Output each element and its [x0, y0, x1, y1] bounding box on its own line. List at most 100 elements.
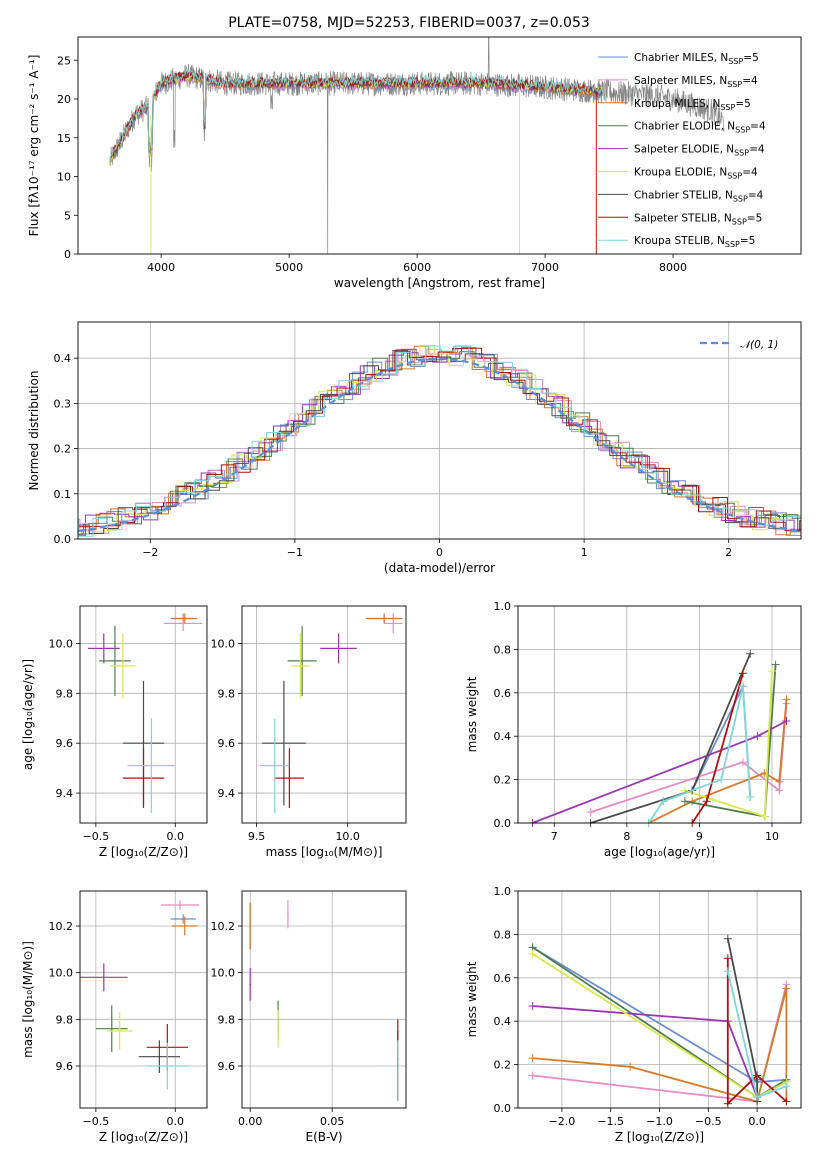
axes-residual-hist: −2 −1 0 1 2 0.0 0.1 0.2 0.3 0.4 (data-model)/error…	[27, 321, 802, 575]
axes-weight-vs-age: 7 8 9 10 0.0 0.2 0.4 0.6 0.8 1.0 age [log₁₀(age/yr…	[465, 600, 802, 859]
tick-label-y: 0.0	[54, 533, 72, 546]
weight-line-7	[726, 958, 787, 1106]
tick-label-y: 10.0	[49, 637, 74, 650]
tick-label-y: 5	[64, 209, 71, 222]
tick-label-x: 8000	[659, 261, 687, 274]
tick-label-y: 25	[57, 54, 71, 67]
tick-label-y: 1.0	[494, 885, 512, 898]
tick-label-x: 9.5	[248, 830, 266, 843]
axes-frame	[79, 605, 208, 824]
x-axis-label: (data-model)/error	[384, 561, 495, 575]
y-axis-label: Flux [fλ10⁻¹⁷ erg cm⁻² s⁻¹ A⁻¹]	[27, 55, 41, 237]
plot-area	[528, 934, 791, 1108]
tick-label-y: 0.8	[494, 643, 512, 656]
tick-label-x: −0.5	[83, 1115, 110, 1128]
model-spectrum-2	[109, 71, 597, 254]
tick-label-y: 0.4	[494, 730, 512, 743]
weight-line-1	[590, 703, 788, 813]
legend-entry: 𝒩(0, 1)	[740, 339, 778, 351]
legend-entry: Salpeter MILES, NSSP=4	[634, 75, 758, 89]
tick-label-y: 10.2	[49, 920, 74, 933]
axes-mass-vs-EBV: 0.00 0.05 9.6 9.8 10.0 10.2 E(B-V)	[211, 890, 407, 1144]
tick-label-x: −2.0	[549, 1115, 576, 1128]
tick-label-y: 10	[57, 171, 71, 184]
tick-label-y: 0.3	[54, 397, 72, 410]
legend: Chabrier MILES, NSSP=5 Salpeter MILES, NS…	[598, 52, 766, 249]
axes-age-vs-mass: 9.5 10.0 9.4 9.6 9.8 10.0 mass [log₁₀(M/M⊙)]	[211, 605, 407, 859]
legend-entry: Chabrier ELODIE, NSSP=4	[634, 121, 766, 135]
tick-label-y: 9.8	[218, 687, 236, 700]
legend-entry: Salpeter ELODIE, NSSP=4	[634, 144, 765, 158]
tick-label-x: 0	[436, 546, 443, 559]
gridlines	[242, 891, 406, 1108]
tick-label-x: 0.0	[167, 830, 185, 843]
x-axis-label: Z [log₁₀(Z/Z⊙)]	[99, 845, 188, 859]
tick-label-x: 5000	[275, 261, 303, 274]
plot-area	[87, 613, 203, 814]
tick-label-x: −1.5	[597, 1115, 624, 1128]
tick-label-y: 0.2	[494, 1059, 512, 1072]
tick-label-x: −0.5	[695, 1115, 722, 1128]
y-axis-label: mass [log₁₀(M/M⊙)]	[21, 941, 35, 1058]
tick-label-y: 10.0	[211, 967, 236, 980]
spectrum-lines	[109, 37, 725, 254]
plot-area	[80, 900, 200, 1090]
plot-area	[249, 900, 399, 1101]
legend-entry: Chabrier MILES, NSSP=5	[634, 52, 759, 66]
gridlines	[242, 606, 406, 823]
tick-label-y: 0.0	[494, 817, 512, 830]
chart-title: PLATE=0758, MJD=52253, FIBERID=0037, z=0…	[228, 15, 590, 31]
model-spectrum-8	[109, 67, 603, 163]
axes-frame	[241, 605, 407, 824]
legend-entry: Kroupa ELODIE, NSSP=4	[634, 167, 758, 181]
tick-label-y: 9.6	[56, 737, 74, 750]
tick-label-x: −0.5	[83, 830, 110, 843]
tick-label-y: 9.4	[56, 787, 74, 800]
x-axis-label: wavelength [Angstrom, rest frame]	[334, 276, 545, 290]
tick-label-y: 0.6	[494, 687, 512, 700]
tick-label-x: 0.00	[238, 1115, 263, 1128]
axes-mass-vs-Z: −0.5 0.0 9.6 9.8 10.0 10.2 Z [log₁₀(Z/Z⊙)] mass…	[21, 890, 208, 1144]
weight-line-6	[590, 653, 752, 824]
axes-spectrum: 4000 5000 6000 7000 8000 0 5 10 15 20 25 wavelength…	[27, 15, 802, 290]
tick-label-x: 6000	[403, 261, 431, 274]
tick-label-y: 9.8	[56, 687, 74, 700]
tick-label-y: 0.1	[54, 488, 72, 501]
model-spectrum-7	[109, 71, 597, 254]
x-axis-label: Z [log₁₀(Z/Z⊙)]	[99, 1130, 188, 1144]
tick-label-y: 0.4	[494, 1015, 512, 1028]
tick-label-y: 9.6	[218, 1060, 236, 1073]
histogram-5	[78, 345, 801, 533]
tick-label-y: 10.0	[211, 637, 236, 650]
tick-label-x: 1	[581, 546, 588, 559]
histogram-6	[78, 349, 801, 534]
tick-label-x: 9	[696, 830, 703, 843]
tick-label-x: 2	[725, 546, 732, 559]
legend-entry: Chabrier STELIB, NSSP=4	[634, 189, 764, 203]
tick-label-x: 8	[623, 830, 630, 843]
tick-label-x: 0.05	[320, 1115, 345, 1128]
tick-label-y: 0.4	[54, 352, 72, 365]
axes-frame	[517, 890, 802, 1109]
axes-frame	[79, 890, 208, 1109]
histogram-8	[78, 345, 801, 537]
x-axis-label: age [log₁₀(age/yr)]	[604, 845, 715, 859]
tick-label-y: 20	[57, 93, 71, 106]
tick-label-y: 0.8	[494, 928, 512, 941]
y-axis-label: mass weight	[465, 961, 479, 1037]
tick-label-x: −1.0	[646, 1115, 673, 1128]
plot-area	[78, 345, 801, 537]
tick-label-y: 0	[64, 248, 71, 261]
y-axis-label: mass weight	[465, 676, 479, 752]
axes-frame	[517, 605, 802, 824]
tick-label-x: 4000	[147, 261, 175, 274]
plot-area	[260, 613, 403, 814]
tick-label-y: 10.2	[211, 920, 236, 933]
tick-label-x: 7000	[531, 261, 559, 274]
axes-frame	[77, 36, 802, 255]
x-axis-label: mass [log₁₀(M/M⊙)]	[266, 845, 383, 859]
histogram-7	[78, 347, 801, 532]
x-axis-label: E(B-V)	[305, 1130, 342, 1144]
tick-label-y: 9.8	[218, 1013, 236, 1026]
histograms	[78, 345, 801, 537]
